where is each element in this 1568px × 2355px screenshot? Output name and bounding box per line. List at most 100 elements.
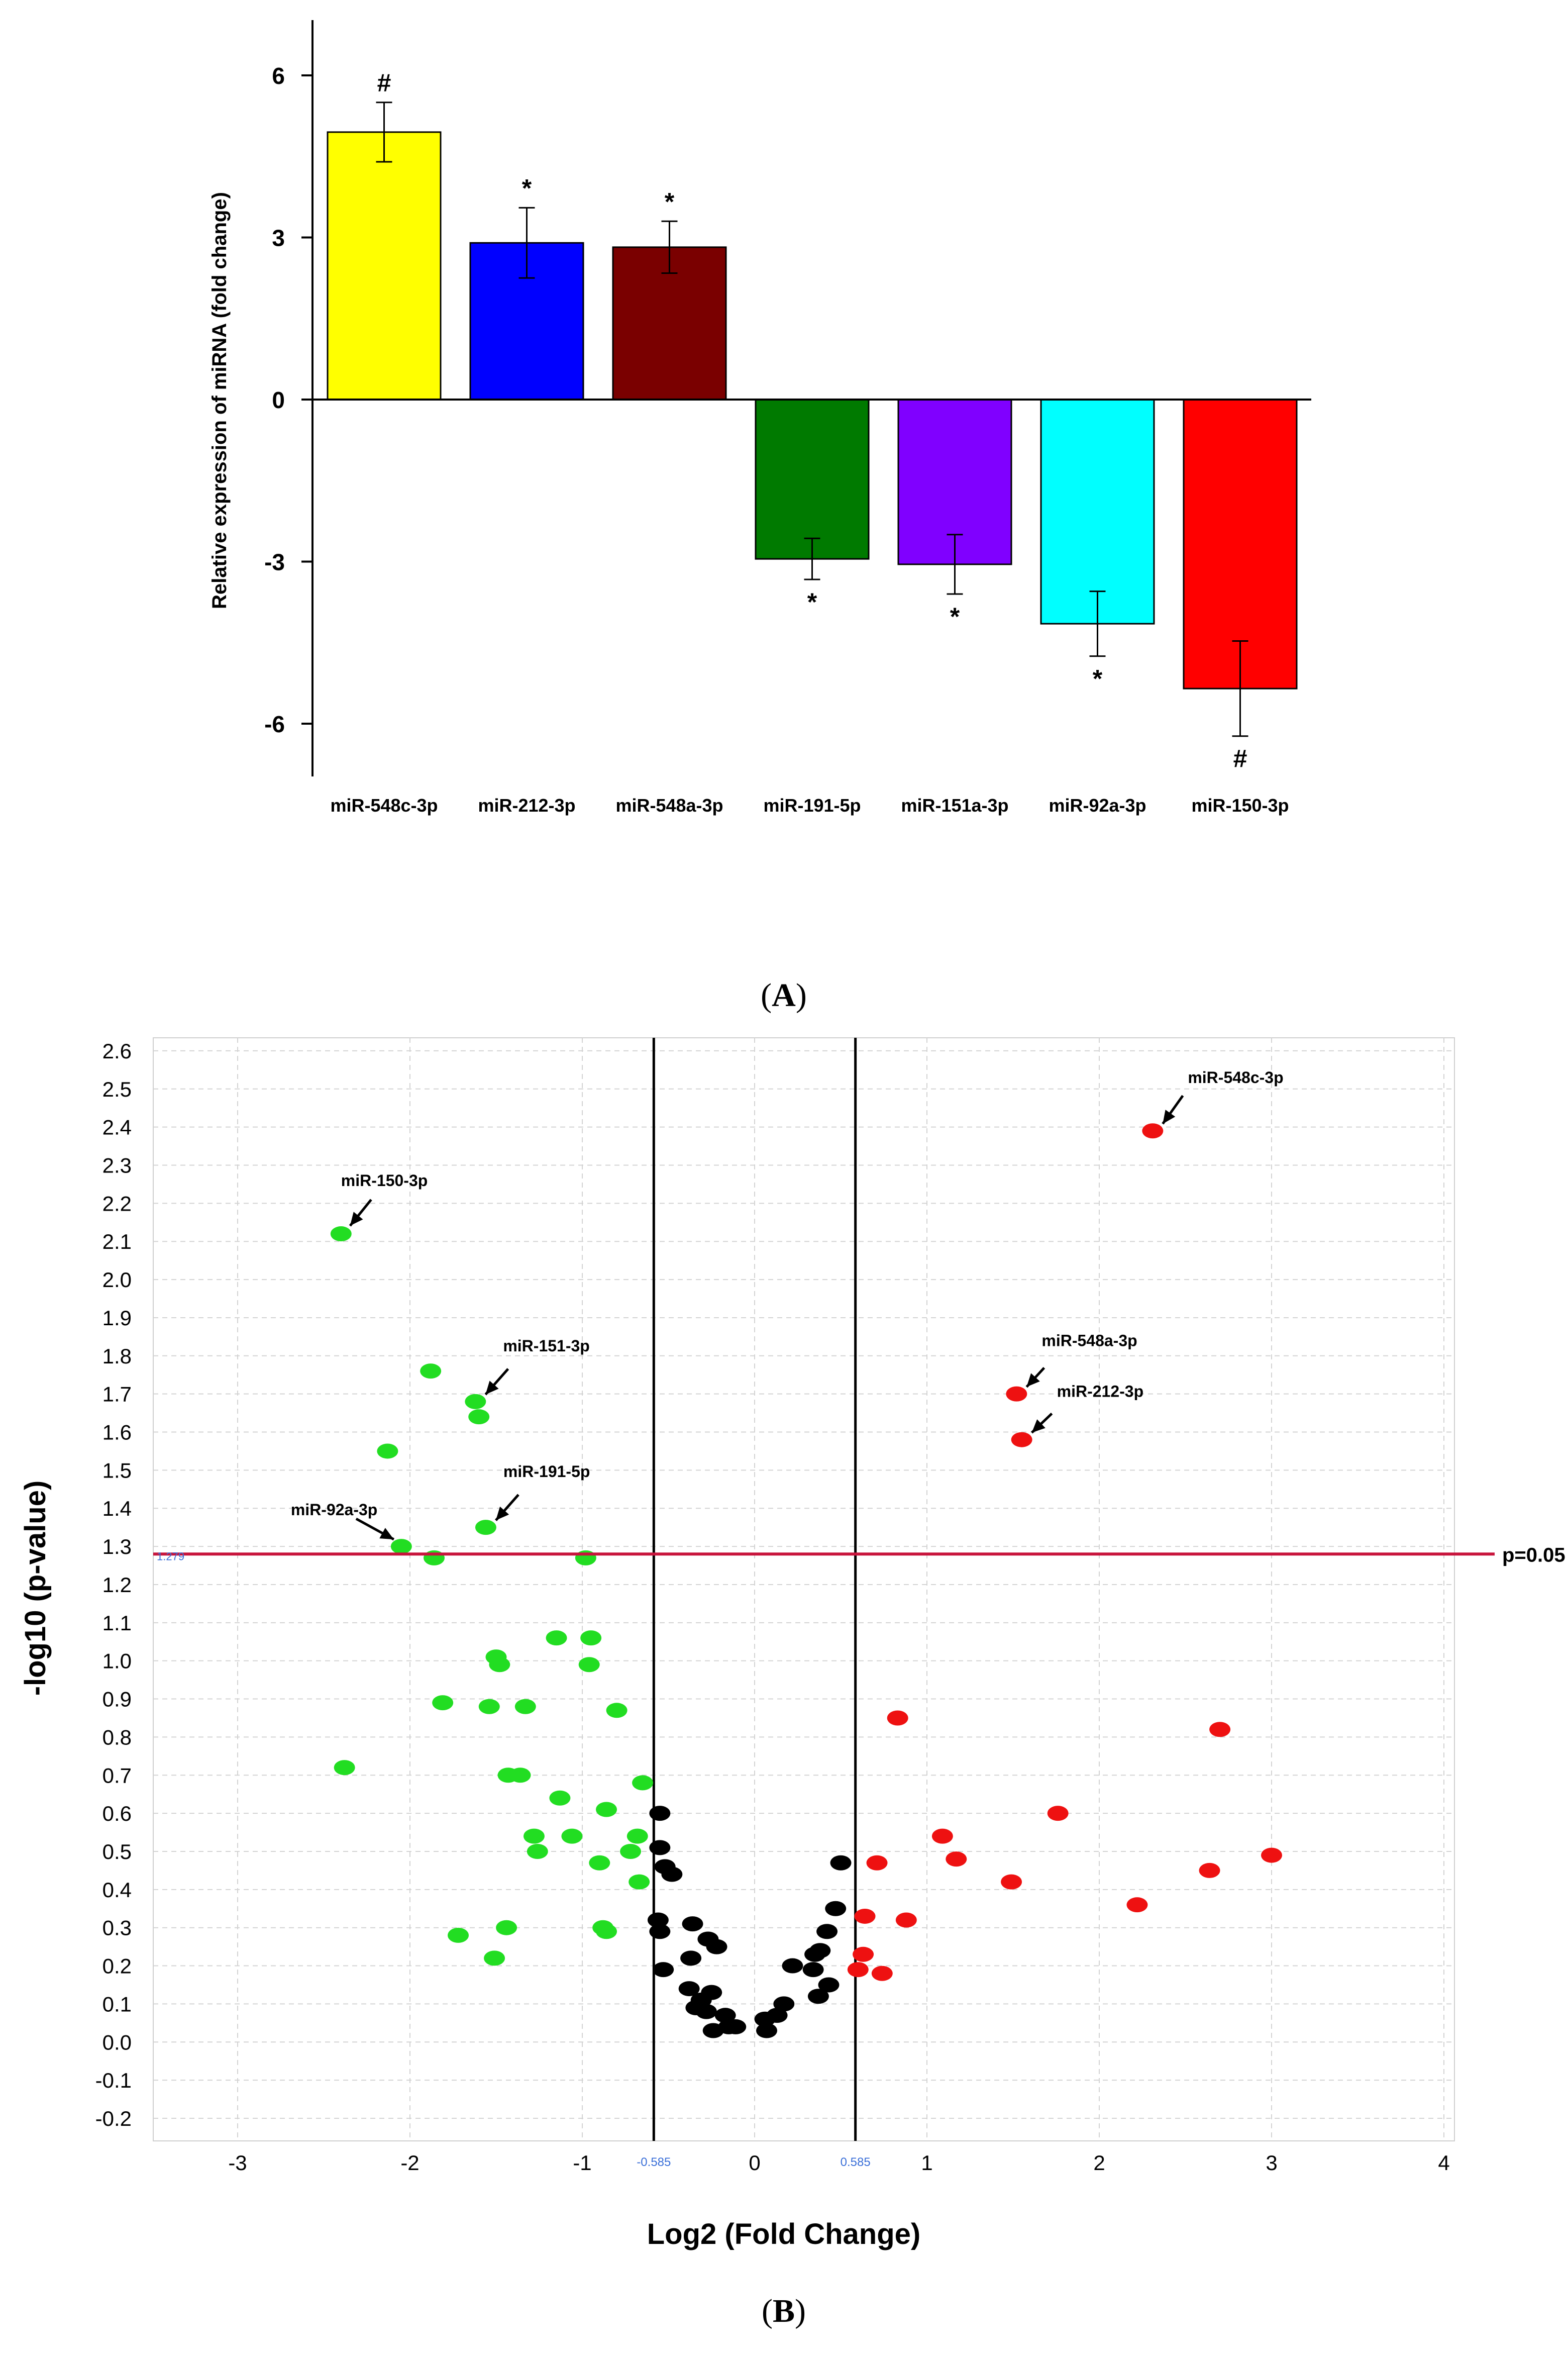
point-not-significant: [807, 1989, 829, 2004]
y-tick-label: -3: [264, 549, 285, 575]
point-not-significant: [756, 2023, 778, 2038]
x-tick-mir-191-5p: miR-191-5p: [763, 795, 861, 816]
point-up-regulated: [895, 1912, 917, 1928]
y-tick-label: 0.7: [102, 1763, 132, 1787]
point-down-regulated: [489, 1657, 510, 1673]
point-up-regulated: [1142, 1123, 1164, 1139]
point-up-regulated: [1011, 1432, 1032, 1447]
point-not-significant: [809, 1943, 831, 1958]
significance-markers: # * * * * * #: [377, 69, 1247, 773]
point-not-significant: [714, 2008, 736, 2023]
point-down-regulated: [596, 1924, 617, 1939]
point-not-significant: [649, 1924, 671, 1939]
panel-label-b-letter: B: [773, 2293, 795, 2329]
point-down-regulated: [546, 1630, 567, 1646]
y-tick-label: 2.1: [102, 1230, 132, 1253]
y-tick-label: 0.3: [102, 1916, 132, 1940]
point-up-regulated: [1199, 1862, 1220, 1878]
point-not-significant: [649, 1806, 671, 1821]
point-not-significant: [661, 1867, 683, 1882]
point-not-significant: [695, 2004, 717, 2019]
y-tick-label: 1.3: [102, 1535, 132, 1558]
y-tick-label: 2.6: [102, 1039, 132, 1063]
threshold-label-0-585: -0.585: [637, 2155, 671, 2169]
point-up-regulated: [854, 1908, 876, 1924]
x-tick-label: 2: [1093, 2151, 1105, 2175]
point-down-regulated: [484, 1950, 505, 1966]
point-down-regulated: [620, 1843, 642, 1859]
y-tick-label: 0.1: [102, 1992, 132, 2016]
y-tick-label: 2.3: [102, 1154, 132, 1177]
x-tick-label: 4: [1438, 2151, 1449, 2175]
y-tick-label: -0.2: [95, 2107, 132, 2130]
axes: [301, 20, 1311, 776]
point-down-regulated: [330, 1226, 352, 1242]
point-not-significant: [647, 1912, 669, 1928]
annotation-arrowhead-mir-191-5p: [495, 1506, 509, 1521]
y-tick-label: 0.6: [102, 1802, 132, 1825]
significance-mir-191-5p: *: [807, 588, 817, 616]
point-down-regulated: [420, 1363, 442, 1379]
point-not-significant: [818, 1977, 840, 1993]
gridlines: [153, 1038, 1454, 2141]
point-down-regulated: [377, 1443, 398, 1459]
x-tick-label: 1: [921, 2151, 932, 2175]
annotation-label-mir-92a-3p: miR-92a-3p: [291, 1501, 378, 1519]
x-tick-mir-548a-3p: miR-548a-3p: [615, 795, 723, 816]
point-down-regulated: [589, 1855, 610, 1871]
x-tick-label: -1: [573, 2151, 591, 2175]
point-up-regulated: [1047, 1806, 1069, 1821]
point-not-significant: [680, 1950, 702, 1966]
point-up-regulated: [853, 1946, 874, 1962]
significance-mir-151a-3p: *: [950, 603, 960, 631]
y-tick-label: 1.0: [102, 1649, 132, 1673]
annotation-arrowhead-mir-548c-3p: [1163, 1110, 1176, 1124]
panel-label-a: (A): [761, 977, 807, 1014]
gene-annotations: miR-548c-3p miR-150-3p miR-151-3p miR-548a-…: [291, 1068, 1284, 1541]
y-axis-label: -log10 (p-value): [19, 1481, 52, 1696]
y-tick-label: 3: [272, 225, 285, 251]
point-down-regulated: [432, 1695, 454, 1711]
point-up-regulated: [871, 1966, 893, 1981]
point-not-significant: [782, 1958, 803, 1974]
y-tick-label: 1.2: [102, 1573, 132, 1597]
y-tick-labels: -0.2 -0.1 0.0 0.1 0.2 0.3 0.4 0.5 0.6 0.7 0.8 0.9 1.…: [95, 1039, 132, 2130]
p-value-threshold-label: p=0.05: [1502, 1544, 1565, 1566]
point-down-regulated: [514, 1699, 536, 1714]
bars: [327, 131, 1298, 690]
point-down-regulated: [561, 1828, 583, 1844]
y-tick-label: 0: [272, 387, 285, 413]
point-not-significant: [649, 1840, 671, 1855]
point-down-regulated: [527, 1843, 548, 1859]
y-axis-label: Relative expression of miRNA (fold chang…: [208, 192, 231, 609]
point-not-significant: [706, 1939, 727, 1954]
point-up-regulated: [1006, 1386, 1027, 1402]
x-tick-labels: -3 -2 -1 0 1 2 3 4: [228, 2151, 1449, 2175]
y-tick-label: 1.8: [102, 1344, 132, 1368]
point-down-regulated: [606, 1703, 628, 1718]
point-not-significant: [725, 2019, 747, 2034]
point-down-regulated: [632, 1775, 654, 1791]
annotation-arrowhead-mir-151-3p: [485, 1381, 499, 1395]
y-tick-label: 0.9: [102, 1688, 132, 1711]
y-tick-label: 1.7: [102, 1383, 132, 1406]
x-axis-label: Log2 (Fold Change): [647, 2218, 921, 2250]
p-value-threshold-axis-value: 1.279: [157, 1550, 184, 1562]
x-tick-label: -2: [400, 2151, 419, 2175]
significance-mir-212-3p: *: [522, 174, 532, 202]
point-down-regulated: [523, 1828, 545, 1844]
point-up-regulated: [1126, 1897, 1148, 1913]
point-not-significant: [802, 1962, 824, 1978]
data-points: [330, 1123, 1282, 2038]
bar-mir-548c-3p: [327, 131, 442, 401]
point-down-regulated: [578, 1657, 600, 1673]
x-tick-label: 3: [1266, 2151, 1277, 2175]
threshold-label-0-585: 0.585: [841, 2155, 871, 2169]
x-tick-mir-92a-3p: miR-92a-3p: [1049, 795, 1146, 816]
point-down-regulated: [334, 1760, 355, 1776]
y-tick-label: 1.4: [102, 1497, 132, 1520]
point-not-significant: [825, 1901, 847, 1916]
point-down-regulated: [468, 1409, 490, 1425]
y-tick-labels: 6 3 0 -3 -6: [264, 63, 285, 737]
